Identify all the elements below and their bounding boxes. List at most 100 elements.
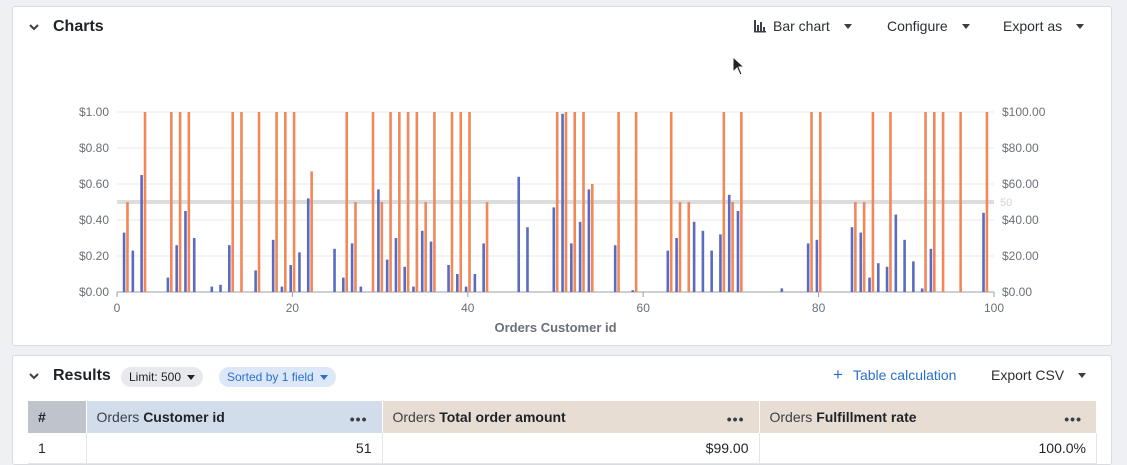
bar-right-series xyxy=(555,112,559,292)
caret-down-icon xyxy=(961,23,970,29)
column-header-fulfillment-rate[interactable]: Orders Fulfillment rate ••• xyxy=(759,401,1097,433)
caret-down-icon xyxy=(1078,372,1087,378)
bar-right-series xyxy=(406,112,410,292)
bar-left-series xyxy=(184,211,187,292)
more-options-icon[interactable]: ••• xyxy=(349,411,368,427)
caret-down-icon xyxy=(1076,23,1085,29)
bar-right-series xyxy=(240,112,243,292)
export-csv-label: Export CSV xyxy=(991,367,1065,383)
bar-left-series xyxy=(122,232,126,292)
column-header-label: Fulfillment rate xyxy=(816,409,917,425)
bar-right-series xyxy=(819,112,822,292)
reference-line-label: 50 xyxy=(1000,197,1012,209)
bar-right-series xyxy=(126,202,129,292)
bar-right-series xyxy=(450,112,454,292)
bar-left-series xyxy=(613,245,617,292)
bar-right-series xyxy=(564,112,568,292)
bar-left-series xyxy=(254,270,257,292)
plus-icon: + xyxy=(833,365,843,384)
results-title: Results xyxy=(53,367,111,384)
bar-left-series xyxy=(701,230,705,292)
bar-left-series xyxy=(473,274,477,292)
configure-label: Configure xyxy=(887,18,948,34)
bar-left-series xyxy=(333,248,336,292)
y-left-tick-label: $0.80 xyxy=(79,141,109,155)
bar-left-series xyxy=(912,261,915,292)
bar-right-series xyxy=(678,202,682,292)
bar-left-series xyxy=(482,243,485,292)
chart-type-button[interactable]: Bar chart xyxy=(753,18,852,34)
bar-left-series xyxy=(342,277,345,292)
bar-left-series xyxy=(385,259,389,292)
x-tick-label: 40 xyxy=(461,301,475,315)
limit-chip[interactable]: Limit: 500 xyxy=(121,367,204,387)
table-calculation-button[interactable]: + Table calculation xyxy=(833,365,956,384)
chevron-down-icon[interactable] xyxy=(27,369,41,383)
charts-header: Charts Bar chart Configure Export as xyxy=(13,7,1111,47)
bar-right-series xyxy=(722,112,726,292)
bar-left-series xyxy=(806,243,810,292)
export-as-label: Export as xyxy=(1003,18,1063,34)
fulfillment-rate-cell: 100.0% xyxy=(759,433,1097,464)
bar-right-series xyxy=(371,112,375,292)
more-options-icon[interactable]: ••• xyxy=(726,411,745,427)
bar-left-series xyxy=(456,274,459,292)
bar-left-series xyxy=(271,239,275,292)
bar-left-series xyxy=(815,239,819,292)
bar-right-series xyxy=(310,171,313,292)
column-header-label: # xyxy=(38,409,46,425)
y-right-tick-label: $0.00 xyxy=(1002,285,1032,299)
bar-left-series xyxy=(570,243,573,292)
y-right-tick-label: $80.00 xyxy=(1002,141,1039,155)
bar-left-series xyxy=(868,277,871,292)
bar-left-series xyxy=(710,250,713,292)
bar-left-series xyxy=(306,198,310,292)
bar-left-series xyxy=(131,250,135,292)
bar-left-series xyxy=(675,238,678,292)
bar-left-series xyxy=(736,211,740,292)
column-header-index: # xyxy=(28,401,87,433)
table-row: 1 51 $99.00 100.0% xyxy=(28,433,1097,464)
bar-right-series xyxy=(941,112,945,292)
bar-right-series xyxy=(292,112,296,292)
bar-left-series xyxy=(175,245,178,292)
bar-left-series xyxy=(850,227,854,292)
bar-left-series xyxy=(350,243,354,292)
column-header-customer-id[interactable]: Orders Customer id ••• xyxy=(86,401,383,433)
bar-right-series xyxy=(573,112,577,292)
bar-right-series xyxy=(284,112,287,292)
bar-left-series xyxy=(298,252,301,292)
column-header-prefix: Orders xyxy=(96,409,140,425)
export-as-button[interactable]: Export as xyxy=(1003,18,1085,34)
mouse-cursor-icon xyxy=(732,56,746,76)
export-csv-button[interactable]: Export CSV xyxy=(991,367,1087,383)
bar-left-series xyxy=(578,221,582,292)
x-tick-label: 0 xyxy=(114,301,121,315)
caret-down-icon xyxy=(843,23,852,29)
bar-right-series xyxy=(889,112,892,292)
bar-right-series xyxy=(398,112,401,292)
bar-right-series xyxy=(389,112,392,292)
table-header-row: # Orders Customer id ••• Orders Total ord… xyxy=(28,401,1097,433)
more-options-icon[interactable]: ••• xyxy=(1064,411,1082,427)
bar-right-series xyxy=(582,112,585,292)
bar-left-series xyxy=(719,234,722,292)
sorted-chip[interactable]: Sorted by 1 field xyxy=(219,367,336,387)
column-header-total-order-amount[interactable]: Orders Total order amount ••• xyxy=(382,401,760,433)
configure-button[interactable]: Configure xyxy=(887,18,970,34)
results-panel: Results Limit: 500 Sorted by 1 field + T… xyxy=(12,355,1112,465)
total-order-amount-cell: $99.00 xyxy=(382,433,760,464)
chevron-down-icon[interactable] xyxy=(27,20,41,34)
bar-left-series xyxy=(780,288,784,292)
y-right-tick-label: $100.00 xyxy=(1002,105,1046,119)
bar-right-series xyxy=(178,112,182,292)
bar-left-series xyxy=(631,290,635,292)
charts-title: Charts xyxy=(53,18,104,35)
y-right-tick-label: $40.00 xyxy=(1002,213,1039,227)
bar-right-series xyxy=(354,202,357,292)
x-axis-title: Orders Customer id xyxy=(494,320,616,335)
bar-left-series xyxy=(552,207,556,292)
charts-panel: Charts Bar chart Configure Export as $0.… xyxy=(12,6,1112,346)
bar-left-series xyxy=(210,286,214,292)
bar-right-series xyxy=(415,112,419,292)
